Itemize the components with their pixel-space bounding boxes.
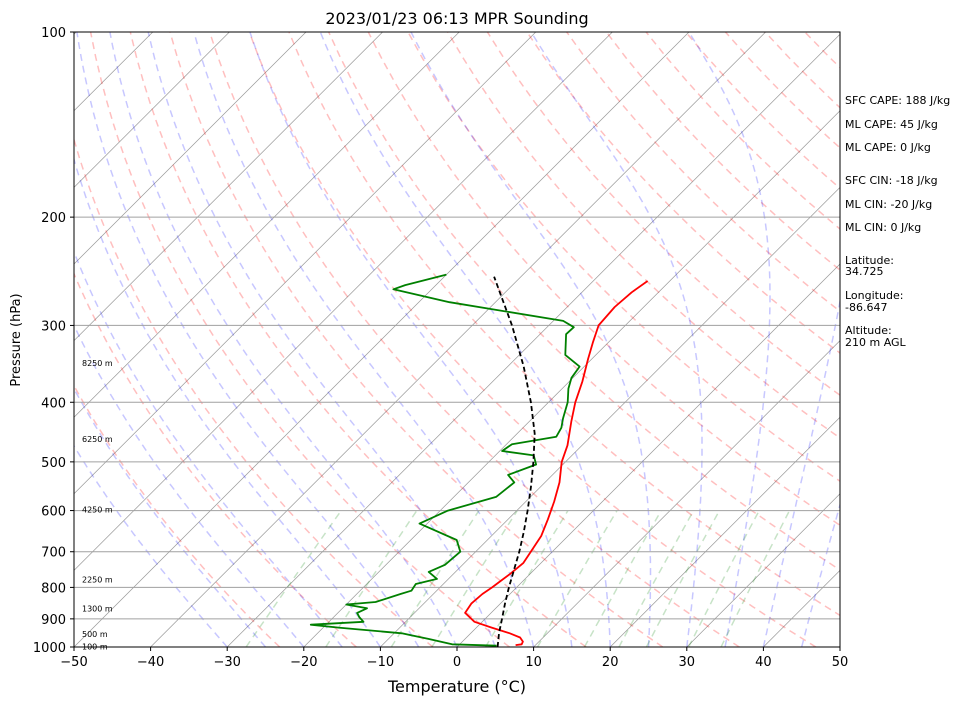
ml-cin-text: ML CIN: -20 J/kg [845, 198, 932, 211]
dry-adiabat-line [74, 271, 357, 647]
isotherm-line [380, 186, 840, 647]
longitude-label: Longitude: [845, 289, 903, 302]
height-label: 8250 m [82, 359, 113, 368]
x-tick-label: 50 [832, 655, 849, 670]
height-labels: 100 m 500 m 1300 m 2250 m 4250 m 6250 m 8250 m [82, 359, 113, 652]
mixing-ratio-line [484, 510, 569, 647]
y-tick-label: 200 [41, 211, 66, 226]
x-tick-label: 20 [602, 655, 619, 670]
moist-adiabat-line [74, 323, 305, 647]
altitude-value: 210 m AGL [845, 336, 907, 349]
y-tick-label: 500 [41, 456, 66, 471]
y-tick-label: 300 [41, 319, 66, 334]
height-label: 4250 m [82, 506, 113, 515]
dewpoint-line [309, 273, 581, 647]
x-tick-label: 10 [525, 655, 542, 670]
height-label: 500 m [82, 630, 108, 639]
sounding-series [309, 273, 649, 647]
side-panel: SFC CAPE: 188 J/kg ML CAPE: 45 J/kg ML C… [845, 94, 950, 349]
longitude-value: -86.647 [845, 301, 887, 314]
sfc-cape-text: SFC CAPE: 188 J/kg [845, 94, 950, 107]
y-tick-label: 1000 [33, 641, 66, 656]
latitude-value: 34.725 [845, 265, 884, 278]
moist-adiabat-line [109, 32, 458, 647]
isotherm-line [456, 263, 840, 647]
isotherm-line [609, 416, 840, 647]
moist-adiabat-line [74, 387, 267, 647]
dry-adiabat-line [208, 32, 740, 647]
mixing-ratio-line [645, 510, 721, 647]
isotherm-line [74, 32, 613, 571]
moist-adiabat-line [249, 32, 573, 647]
y-tick-label: 900 [41, 613, 66, 628]
height-label: 2250 m [82, 576, 113, 585]
height-label: 6250 m [82, 435, 113, 444]
moist-adiabat-line [74, 249, 343, 647]
chart-title: 2023/01/23 06:13 MPR Sounding [325, 9, 588, 28]
isotherm-line [74, 32, 690, 647]
isotherm-line [303, 110, 840, 647]
dry-adiabat-line [367, 32, 840, 527]
isotherm-line [74, 32, 307, 265]
moist-adiabat-line [193, 32, 535, 647]
moist-adiabat-line [530, 32, 703, 647]
y-tick-label: 800 [41, 581, 66, 596]
ml-cin-text-2: ML CIN: 0 J/kg [845, 221, 921, 234]
isotherm-line [686, 493, 840, 647]
x-tick-label: 30 [679, 655, 696, 670]
dry-adiabat-line [248, 32, 817, 647]
x-tick-label: −30 [213, 655, 240, 670]
dry-adiabat-line [169, 32, 664, 647]
y-tick-label: 600 [41, 505, 66, 520]
altitude-label: Altitude: [845, 324, 892, 337]
height-label: 1300 m [82, 605, 113, 614]
x-tick-label: −50 [60, 655, 87, 670]
mixing-ratio-line [536, 510, 618, 647]
isotherm-line [226, 33, 840, 647]
y-tick-label: 100 [41, 26, 66, 41]
isotherm-line [150, 32, 766, 647]
ml-cape-text-2: ML CAPE: 0 J/kg [845, 141, 931, 154]
isotherm-line [74, 32, 383, 342]
isobar-grid [74, 32, 840, 647]
ml-cape-text: ML CAPE: 45 J/kg [845, 118, 938, 131]
dry-adiabat-line [74, 136, 434, 647]
dry-adiabat-line [74, 384, 281, 647]
y-axis-title: Pressure (hPa) [9, 293, 24, 386]
parcel-profile-line [493, 276, 536, 647]
dry-adiabat-line [407, 32, 840, 483]
moist-adiabat-line [76, 32, 420, 647]
x-tick-label: 40 [755, 655, 772, 670]
moist-adiabat-line [688, 32, 771, 647]
dry-adiabat-line [526, 32, 840, 354]
moist-adiabat-line [319, 32, 611, 647]
mixing-ratio-line [618, 510, 695, 647]
dry-adiabat-line [129, 32, 587, 647]
moist-adiabat-line [147, 32, 497, 647]
x-tick-label: −10 [367, 655, 394, 670]
y-tick-label: 400 [41, 396, 66, 411]
isotherm-line [74, 32, 230, 188]
temperature-line [464, 280, 649, 646]
sfc-cin-text: SFC CIN: -18 J/kg [845, 174, 938, 187]
latitude-label: Latitude: [845, 254, 894, 267]
mixing-ratio-line [583, 510, 662, 647]
x-axis-title: Temperature (°C) [387, 677, 526, 696]
x-tick-label: 0 [453, 655, 461, 670]
reference-lines [74, 32, 840, 647]
isotherm-line [74, 32, 537, 495]
height-label: 100 m [82, 642, 108, 651]
y-tick-label: 700 [41, 546, 66, 561]
isotherm-line [74, 32, 460, 418]
moist-adiabat-line [410, 32, 652, 647]
moist-adiabat-line [74, 444, 228, 647]
isotherm-line [533, 340, 840, 647]
x-tick-label: −20 [290, 655, 317, 670]
x-tick-label: −40 [137, 655, 164, 670]
axis-ticks: −50 −40 −30 −20 −10 0 10 20 30 40 50 100 200 300 400 50… [33, 26, 848, 670]
dry-adiabat-line [566, 32, 840, 313]
